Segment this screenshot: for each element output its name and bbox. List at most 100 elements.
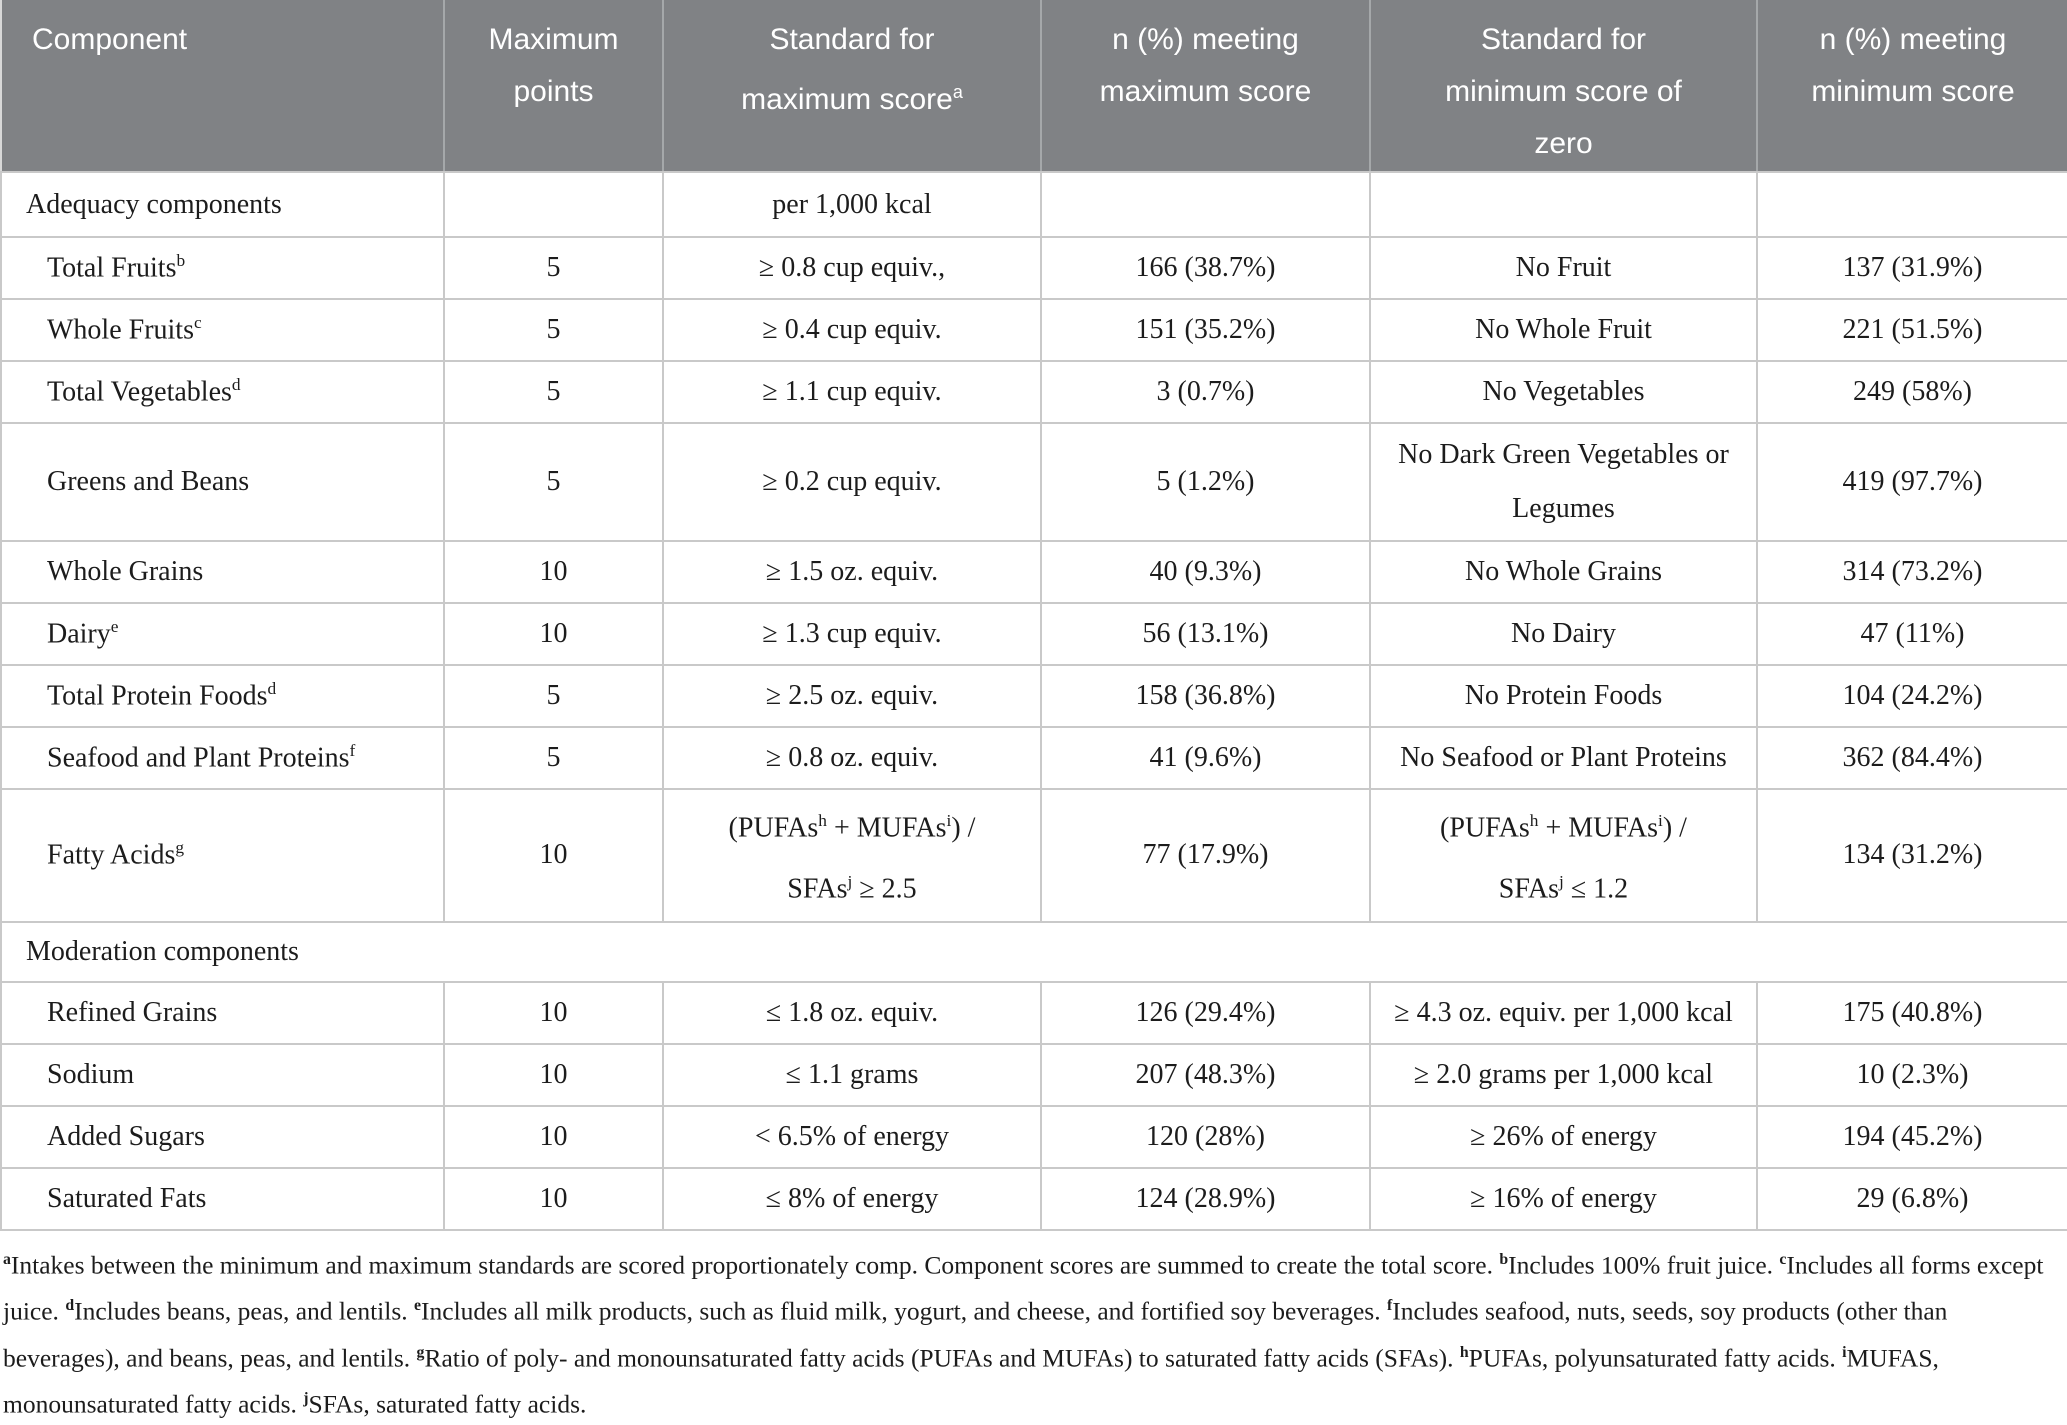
std-min-cell: ≥ 16% of energy: [1369, 1166, 1758, 1231]
n-min-cell: 10 (2.3%): [1756, 1042, 2067, 1107]
component-cell: Fatty Acidsg: [0, 788, 445, 923]
std-min-cell: ≥ 4.3 oz. equiv. per 1,000 kcal: [1369, 980, 1758, 1045]
max-points-cell: 10: [443, 788, 664, 923]
std-min-cell: No Vegetables: [1369, 360, 1758, 424]
std-min-cell: (PUFAsh + MUFAsi) / SFAsj ≤ 1.2: [1369, 788, 1758, 923]
col-header-standard-maximum: Standard for maximum scorea: [662, 0, 1041, 173]
row-dairy: Dairye 10 ≥ 1.3 cup equiv. 56 (13.1%) No…: [0, 602, 2067, 666]
max-points-cell: 5: [443, 422, 664, 542]
component-cell: Total Protein Foodsd: [0, 664, 445, 728]
n-max-cell: 124 (28.9%): [1040, 1166, 1371, 1231]
n-max-cell: 77 (17.9%): [1040, 788, 1371, 923]
section-row-moderation: Moderation components: [0, 920, 2067, 983]
max-points-cell: 10: [443, 602, 664, 666]
max-points-cell: 10: [443, 540, 664, 604]
std-max-cell: ≥ 0.4 cup equiv.: [662, 298, 1042, 362]
std-max-cell: ≤ 1.8 oz. equiv.: [662, 980, 1042, 1045]
row-fatty-acids: Fatty Acidsg 10 (PUFAsh + MUFAsi) / SFAs…: [0, 788, 2067, 923]
component-cell: Whole Fruitsc: [0, 298, 445, 362]
n-min-cell: 175 (40.8%): [1756, 980, 2067, 1045]
table-footnote: aIntakes between the minimum and maximum…: [3, 1250, 2044, 1419]
n-max-cell: 3 (0.7%): [1040, 360, 1371, 424]
empty-cell: [1040, 171, 1371, 238]
n-max-cell: 120 (28%): [1040, 1104, 1371, 1169]
std-max-cell: ≥ 1.1 cup equiv.: [662, 360, 1042, 424]
row-total-protein-foods: Total Protein Foodsd 5 ≥ 2.5 oz. equiv. …: [0, 664, 2067, 728]
component-cell: Refined Grains: [0, 980, 445, 1045]
component-cell: Added Sugars: [0, 1104, 445, 1169]
std-max-cell: ≥ 1.3 cup equiv.: [662, 602, 1042, 666]
n-min-cell: 104 (24.2%): [1756, 664, 2067, 728]
std-max-cell: ≤ 1.1 grams: [662, 1042, 1042, 1107]
n-min-cell: 362 (84.4%): [1756, 726, 2067, 790]
max-points-cell: 5: [443, 236, 664, 300]
col-header-n-meeting-maximum: n (%) meeting maximum score: [1040, 0, 1370, 173]
col-header-maximum-points: Maximum points: [443, 0, 663, 173]
section-label-adequacy: Adequacy components: [0, 171, 445, 238]
std-min-cell: ≥ 26% of energy: [1369, 1104, 1758, 1169]
component-cell: Sodium: [0, 1042, 445, 1107]
std-min-cell: No Dairy: [1369, 602, 1758, 666]
std-min-cell: No Whole Grains: [1369, 540, 1758, 604]
n-max-cell: 158 (36.8%): [1040, 664, 1371, 728]
col-header-standard-minimum: Standard for minimum score of zero: [1369, 0, 1757, 173]
row-greens-and-beans: Greens and Beans 5 ≥ 0.2 cup equiv. 5 (1…: [0, 422, 2067, 542]
empty-cell: [1369, 171, 1758, 238]
n-max-cell: 56 (13.1%): [1040, 602, 1371, 666]
std-max-cell: ≥ 0.2 cup equiv.: [662, 422, 1042, 542]
n-max-cell: 126 (29.4%): [1040, 980, 1371, 1045]
max-points-cell: 5: [443, 360, 664, 424]
n-max-cell: 151 (35.2%): [1040, 298, 1371, 362]
row-whole-grains: Whole Grains 10 ≥ 1.5 oz. equiv. 40 (9.3…: [0, 540, 2067, 604]
std-max-cell: < 6.5% of energy: [662, 1104, 1042, 1169]
n-min-cell: 221 (51.5%): [1756, 298, 2067, 362]
row-added-sugars: Added Sugars 10 < 6.5% of energy 120 (28…: [0, 1104, 2067, 1169]
row-total-vegetables: Total Vegetablesd 5 ≥ 1.1 cup equiv. 3 (…: [0, 360, 2067, 424]
std-min-cell: No Dark Green Vegetables or Legumes: [1369, 422, 1758, 542]
n-min-cell: 47 (11%): [1756, 602, 2067, 666]
std-min-cell: ≥ 2.0 grams per 1,000 kcal: [1369, 1042, 1758, 1107]
n-min-cell: 29 (6.8%): [1756, 1166, 2067, 1231]
std-max-cell: ≥ 0.8 oz. equiv.: [662, 726, 1042, 790]
component-cell: Greens and Beans: [0, 422, 445, 542]
n-min-cell: 249 (58%): [1756, 360, 2067, 424]
n-min-cell: 134 (31.2%): [1756, 788, 2067, 923]
component-cell: Seafood and Plant Proteinsf: [0, 726, 445, 790]
row-total-fruits: Total Fruitsb 5 ≥ 0.8 cup equiv., 166 (3…: [0, 236, 2067, 300]
col-header-component: Component: [1, 0, 444, 173]
empty-cell: [1756, 171, 2067, 238]
n-max-cell: 5 (1.2%): [1040, 422, 1371, 542]
col-header-n-meeting-minimum: n (%) meeting minimum score: [1756, 0, 2067, 173]
max-points-cell: 10: [443, 1166, 664, 1231]
component-cell: Dairye: [0, 602, 445, 666]
n-min-cell: 194 (45.2%): [1756, 1104, 2067, 1169]
hei-components-table: Component Maximum points Standard for ma…: [0, 0, 2067, 1231]
max-points-cell: 5: [443, 298, 664, 362]
std-max-cell: ≤ 8% of energy: [662, 1166, 1042, 1231]
n-max-cell: 40 (9.3%): [1040, 540, 1371, 604]
max-points-cell: 5: [443, 726, 664, 790]
row-sodium: Sodium 10 ≤ 1.1 grams 207 (48.3%) ≥ 2.0 …: [0, 1042, 2067, 1107]
component-cell: Whole Grains: [0, 540, 445, 604]
empty-cell: [443, 171, 664, 238]
component-cell: Total Fruitsb: [0, 236, 445, 300]
adequacy-std-unit: per 1,000 kcal: [662, 171, 1042, 238]
max-points-cell: 10: [443, 980, 664, 1045]
n-min-cell: 419 (97.7%): [1756, 422, 2067, 542]
n-min-cell: 137 (31.9%): [1756, 236, 2067, 300]
component-cell: Total Vegetablesd: [0, 360, 445, 424]
std-min-cell: No Protein Foods: [1369, 664, 1758, 728]
std-max-cell: (PUFAsh + MUFAsi) / SFAsj ≥ 2.5: [662, 788, 1042, 923]
header-row: Component Maximum points Standard for ma…: [1, 0, 2067, 173]
std-max-cell: ≥ 1.5 oz. equiv.: [662, 540, 1042, 604]
n-max-cell: 207 (48.3%): [1040, 1042, 1371, 1107]
std-min-cell: No Seafood or Plant Proteins: [1369, 726, 1758, 790]
row-saturated-fats: Saturated Fats 10 ≤ 8% of energy 124 (28…: [0, 1166, 2067, 1231]
section-row-adequacy: Adequacy components per 1,000 kcal: [0, 171, 2067, 238]
std-max-cell: ≥ 2.5 oz. equiv.: [662, 664, 1042, 728]
row-whole-fruits: Whole Fruitsc 5 ≥ 0.4 cup equiv. 151 (35…: [0, 298, 2067, 362]
n-max-cell: 41 (9.6%): [1040, 726, 1371, 790]
n-min-cell: 314 (73.2%): [1756, 540, 2067, 604]
max-points-cell: 10: [443, 1042, 664, 1107]
